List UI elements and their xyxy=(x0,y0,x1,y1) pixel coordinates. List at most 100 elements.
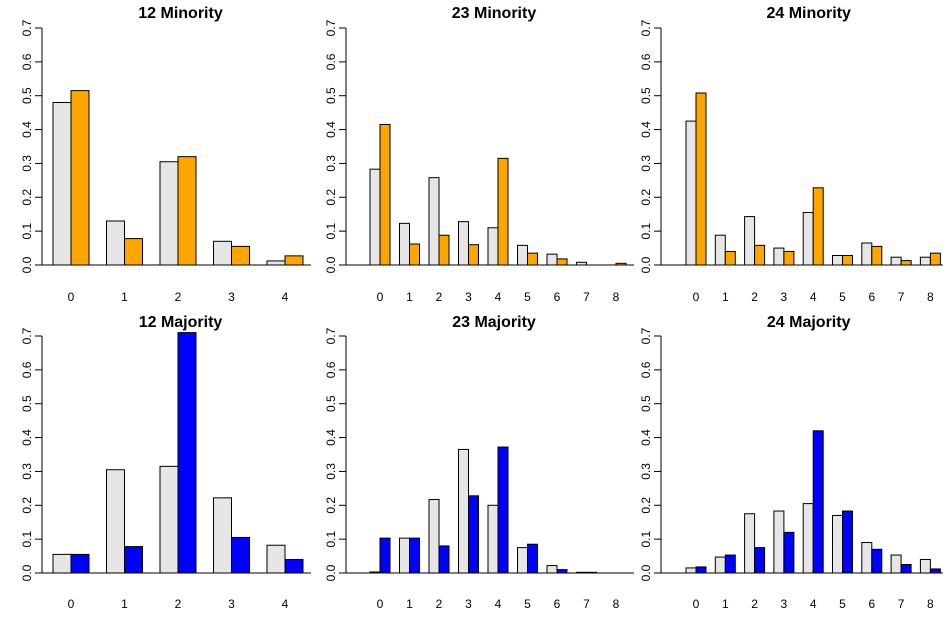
bar-gray xyxy=(714,234,726,266)
panel-title: 24 Majority xyxy=(767,314,851,331)
y-tick-label: 0.3 xyxy=(324,463,338,480)
y-tick-label: 0.7 xyxy=(639,327,653,344)
x-tick-label: 0 xyxy=(693,290,700,304)
bar-gray xyxy=(266,544,286,574)
y-tick-label: 0.5 xyxy=(639,87,653,104)
y-tick-label: 0.6 xyxy=(20,361,34,378)
x-tick-label: 5 xyxy=(524,597,531,611)
x-tick-label: 3 xyxy=(465,597,472,611)
x-tick-label: 1 xyxy=(121,290,128,304)
x-tick-label: 5 xyxy=(839,597,846,611)
x-tick-label: 6 xyxy=(554,290,561,304)
y-tick-label: 0.7 xyxy=(20,327,34,344)
bar-gray xyxy=(159,161,179,266)
bar-gray xyxy=(802,212,814,266)
bar-gray xyxy=(919,558,931,574)
bar-color xyxy=(497,157,509,266)
y-tick-label: 0.7 xyxy=(639,19,653,36)
bar-color xyxy=(812,187,824,266)
y-tick-label: 0.2 xyxy=(20,497,34,514)
panel-title: 24 Minority xyxy=(766,5,851,22)
bar-color xyxy=(468,495,479,574)
x-tick-label: 0 xyxy=(693,597,700,611)
bar-gray xyxy=(369,571,381,574)
y-tick-label: 0.2 xyxy=(639,189,653,206)
bar-color xyxy=(527,252,538,266)
panel-2: 24 Minority 0.0 0.1 0.2 0.3 0.4 0.5 0.6 0.7 0 1 2 3 4… xyxy=(639,5,943,304)
bar-color xyxy=(586,571,597,574)
x-tick-label: 4 xyxy=(495,290,502,304)
bar-color xyxy=(231,245,250,266)
bar-gray xyxy=(487,504,499,574)
y-tick-label: 0.6 xyxy=(20,53,34,70)
bar-color xyxy=(783,250,795,266)
panel-title: 12 Majority xyxy=(139,314,223,331)
y-tick-label: 0.5 xyxy=(324,87,338,104)
bar-gray xyxy=(576,571,587,574)
y-tick-label: 0.6 xyxy=(639,53,653,70)
bar-color xyxy=(929,252,941,266)
bar-color xyxy=(379,123,391,266)
panel-title: 23 Majority xyxy=(452,314,536,331)
bar-gray xyxy=(458,221,469,266)
bar-gray xyxy=(159,465,179,574)
panel-4: 23 Majority 0.0 0.1 0.2 0.3 0.4 0.5 0.6 0.7 0 1 2 3 4… xyxy=(324,314,634,611)
bar-gray xyxy=(517,244,528,266)
y-tick-label: 0.2 xyxy=(639,497,653,514)
y-tick-label: 0.1 xyxy=(324,222,338,239)
bar-gray xyxy=(861,242,873,266)
x-tick-label: 3 xyxy=(228,597,235,611)
bar-gray xyxy=(919,256,931,266)
y-tick-label: 0.3 xyxy=(639,155,653,172)
x-tick-label: 0 xyxy=(68,597,75,611)
bar-color xyxy=(871,548,883,574)
bar-gray xyxy=(52,553,72,574)
x-tick-label: 3 xyxy=(781,597,788,611)
panel-0: 12 Minority 0.0 0.1 0.2 0.3 0.4 0.5 0.6 0.7 0 1 2 3 4 xyxy=(20,5,311,304)
bar-color xyxy=(929,568,941,574)
x-tick-label: 7 xyxy=(898,290,905,304)
y-tick-label: 0.2 xyxy=(20,189,34,206)
bar-color xyxy=(177,332,197,574)
x-tick-label: 2 xyxy=(175,290,182,304)
x-tick-label: 0 xyxy=(377,597,384,611)
bar-color xyxy=(724,554,736,574)
x-tick-label: 4 xyxy=(810,597,817,611)
panel-1: 23 Minority 0.0 0.1 0.2 0.3 0.4 0.5 0.6 0.7 0 1 2 3 4… xyxy=(324,5,634,304)
x-tick-label: 6 xyxy=(868,290,875,304)
x-tick-label: 6 xyxy=(554,597,561,611)
panel-title: 23 Minority xyxy=(452,5,537,22)
bar-color xyxy=(812,430,824,574)
x-tick-label: 2 xyxy=(436,597,443,611)
bar-color xyxy=(527,543,538,574)
bar-gray xyxy=(106,220,125,266)
bar-color xyxy=(438,234,450,266)
bar-gray xyxy=(832,514,843,574)
y-tick-label: 0.0 xyxy=(20,256,34,273)
y-tick-label: 0.0 xyxy=(324,256,338,273)
x-tick-label: 0 xyxy=(68,290,75,304)
bar-color xyxy=(438,545,450,574)
bar-color xyxy=(754,547,766,574)
y-tick-label: 0.5 xyxy=(20,87,34,104)
x-tick-label: 4 xyxy=(810,290,817,304)
x-tick-label: 8 xyxy=(613,597,620,611)
bar-color xyxy=(379,537,391,574)
bar-gray xyxy=(106,469,125,574)
x-tick-label: 3 xyxy=(781,290,788,304)
bar-gray xyxy=(832,255,843,266)
y-tick-label: 0.0 xyxy=(639,564,653,581)
bar-gray xyxy=(685,567,697,574)
y-tick-label: 0.2 xyxy=(324,497,338,514)
bar-gray xyxy=(52,101,72,266)
bar-gray xyxy=(744,216,756,266)
x-tick-label: 0 xyxy=(377,290,384,304)
x-tick-label: 2 xyxy=(751,290,758,304)
x-tick-label: 4 xyxy=(282,290,289,304)
x-tick-label: 5 xyxy=(524,290,531,304)
bar-color xyxy=(695,566,707,574)
bar-gray xyxy=(213,497,232,574)
y-tick-label: 0.4 xyxy=(324,121,338,138)
y-tick-label: 0.6 xyxy=(324,53,338,70)
